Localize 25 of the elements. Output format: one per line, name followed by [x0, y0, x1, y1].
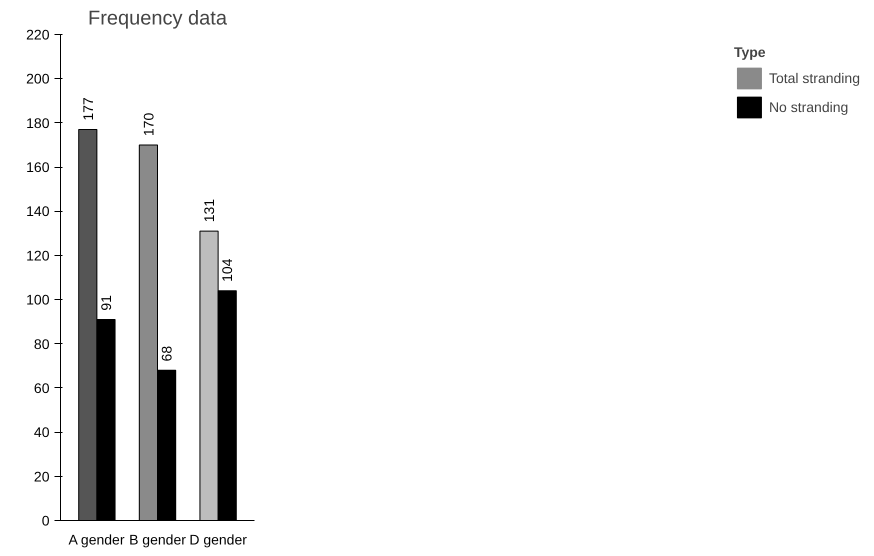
y-tick-label: 120 — [26, 247, 50, 264]
y-tick-label: 140 — [26, 203, 50, 220]
data-label: 68 — [158, 346, 175, 362]
x-tick-label: D gender — [189, 532, 248, 548]
y-tick-label: 0 — [42, 512, 50, 528]
legend-label: Total stranding — [768, 70, 860, 86]
y-tick-label: 20 — [34, 468, 50, 484]
legend-label: No stranding — [768, 99, 848, 115]
y-tick-label: 220 — [26, 26, 50, 42]
y-tick-label: 100 — [26, 292, 50, 308]
y-tick-label: 60 — [34, 380, 50, 396]
data-label: 131 — [201, 198, 218, 222]
y-tick-label: 40 — [34, 424, 50, 440]
chart-title: Frequency data — [88, 8, 228, 30]
legend-title: Type — [734, 44, 767, 60]
x-tick-label: A gender — [68, 532, 125, 548]
data-label: 177 — [80, 97, 96, 121]
data-label: 91 — [98, 294, 114, 311]
y-tick-label: 80 — [34, 336, 50, 352]
x-tick-label: B gender — [129, 532, 186, 548]
y-tick-label: 180 — [26, 114, 50, 131]
y-tick-label: 160 — [26, 159, 50, 176]
data-label: 104 — [219, 258, 236, 282]
data-label: 170 — [140, 112, 156, 136]
y-tick-label: 200 — [26, 70, 50, 87]
